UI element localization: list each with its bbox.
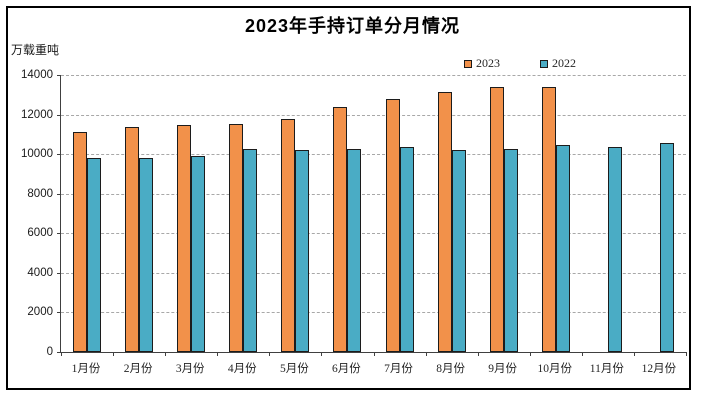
chart-border [6,6,691,390]
bar-2022-12月份 [659,143,674,352]
y-axis-tick-label: 4000 [27,266,53,279]
legend: 2023 2022 [464,56,576,71]
y-axis-tick [57,312,61,314]
y-axis-tick [57,193,61,195]
y-axis-tick [57,114,61,116]
legend-item-2023: 2023 [464,56,500,71]
bar-2022-4月份 [243,149,258,352]
x-axis-tick [633,352,635,356]
x-axis-tick [165,352,167,356]
bar-2022-5月份 [295,150,310,352]
x-axis-tick [217,352,219,356]
bar-2023-2月份 [125,127,140,352]
bar-2023-7月份 [385,98,400,352]
x-axis-tick [425,352,427,356]
gridline [61,193,686,195]
gridline [61,75,686,76]
gridline [61,114,686,116]
legend-item-2022: 2022 [540,56,576,71]
legend-label-2023: 2023 [476,56,500,70]
x-axis-label-6月份: 6月份 [332,363,361,375]
legend-label-2022: 2022 [552,56,576,70]
x-axis-tick [686,352,687,356]
x-axis-label-11月份: 11月份 [589,363,624,375]
y-axis-tick [57,352,61,353]
bar-2023-5月份 [281,118,296,352]
y-axis-tick [57,233,61,235]
bar-2023-9月份 [489,86,504,352]
x-axis-label-1月份: 1月份 [71,363,101,375]
gridline [61,233,686,235]
x-axis-labels: 1月份 2月份 3月份 4月份 5月份 6月份 7月份 8月份 9月份 10月份 11月份 12月份 [60,360,685,376]
legend-swatch-2022-icon [540,59,548,68]
y-axis-tick [57,272,61,274]
bar-2023-10月份 [541,86,556,352]
bar-2023-3月份 [177,125,192,352]
bar-2022-10月份 [555,145,570,352]
x-axis-tick [113,352,115,356]
x-axis-tick [529,352,531,356]
bar-2022-3月份 [191,156,206,352]
x-axis-label-4月份: 4月份 [227,363,257,375]
x-axis-label-9月份: 9月份 [488,363,518,375]
bar-2022-1月份 [87,158,102,352]
bar-2023-6月份 [333,106,348,352]
y-axis-tick [57,75,61,76]
x-axis-tick [477,352,479,356]
chart-title: 2023年手持订单分月情况 [244,16,461,36]
x-axis-label-10月份: 10月份 [537,363,572,375]
y-axis-tick-label: 0 [46,346,53,358]
y-axis-tick-label: 14000 [21,69,53,81]
x-axis-label-12月份: 12月份 [641,363,677,375]
bar-2022-7月份 [399,147,414,352]
bar-2023-1月份 [73,132,88,352]
y-axis-tick-labels: 0 2000 4000 6000 8000 10000 12000 14000 [0,69,53,358]
x-axis-tick [581,352,583,356]
y-axis-tick-label: 10000 [21,148,53,161]
gridline [61,154,686,156]
x-axis-tick [61,352,62,356]
x-axis-label-3月份: 3月份 [175,363,205,375]
x-axis-tick [321,352,323,356]
bar-2022-6月份 [347,149,362,352]
bar-2022-9月份 [503,149,518,352]
y-axis-tick-label: 2000 [27,306,53,319]
plot-area [57,75,687,356]
x-axis-label-7月份: 7月份 [384,363,413,375]
bar-2022-8月份 [451,150,466,352]
gridline [61,312,686,314]
x-axis-tick [373,352,375,356]
bar-2023-4月份 [229,124,244,352]
y-axis-unit-label: 万载重吨 [11,43,60,57]
y-axis-tick-label: 6000 [27,227,53,240]
y-axis-tick-label: 12000 [21,108,53,121]
x-axis-label-5月份: 5月份 [279,363,309,375]
bar-2022-2月份 [139,158,154,352]
bar-2023-8月份 [437,91,452,352]
gridline [61,272,686,274]
x-axis-label-2月份: 2月份 [123,363,153,375]
bar-2022-11月份 [607,147,622,352]
x-axis-tick [269,352,271,356]
x-axis-label-8月份: 8月份 [436,363,465,375]
legend-swatch-2023-icon [464,59,472,68]
y-axis-tick [57,154,61,156]
y-axis-tick-label: 8000 [27,187,53,200]
